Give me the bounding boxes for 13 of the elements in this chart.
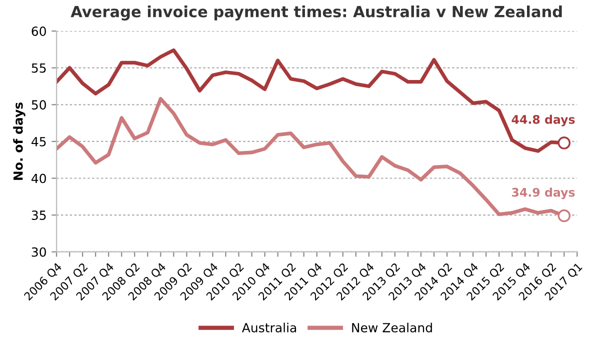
y-tick-label: 60 — [32, 26, 46, 36]
y-tick-label: 45 — [32, 137, 46, 146]
y-tick-label: 55 — [32, 63, 46, 73]
chart-title: Average invoice payment times: Australia v New Zealand — [70, 6, 562, 20]
annotation: 44.8 days — [512, 114, 575, 126]
y-tick-label: 40 — [32, 174, 46, 184]
y-tick-label: 50 — [32, 100, 46, 110]
y-axis-title: No. of days — [13, 102, 26, 180]
annotation: 34.9 days — [512, 188, 575, 200]
y-tick-label: 30 — [32, 247, 46, 257]
legend-label: New Zealand — [352, 322, 432, 332]
y-tick-label: 35 — [32, 210, 46, 220]
legend-label: Australia — [242, 322, 296, 332]
